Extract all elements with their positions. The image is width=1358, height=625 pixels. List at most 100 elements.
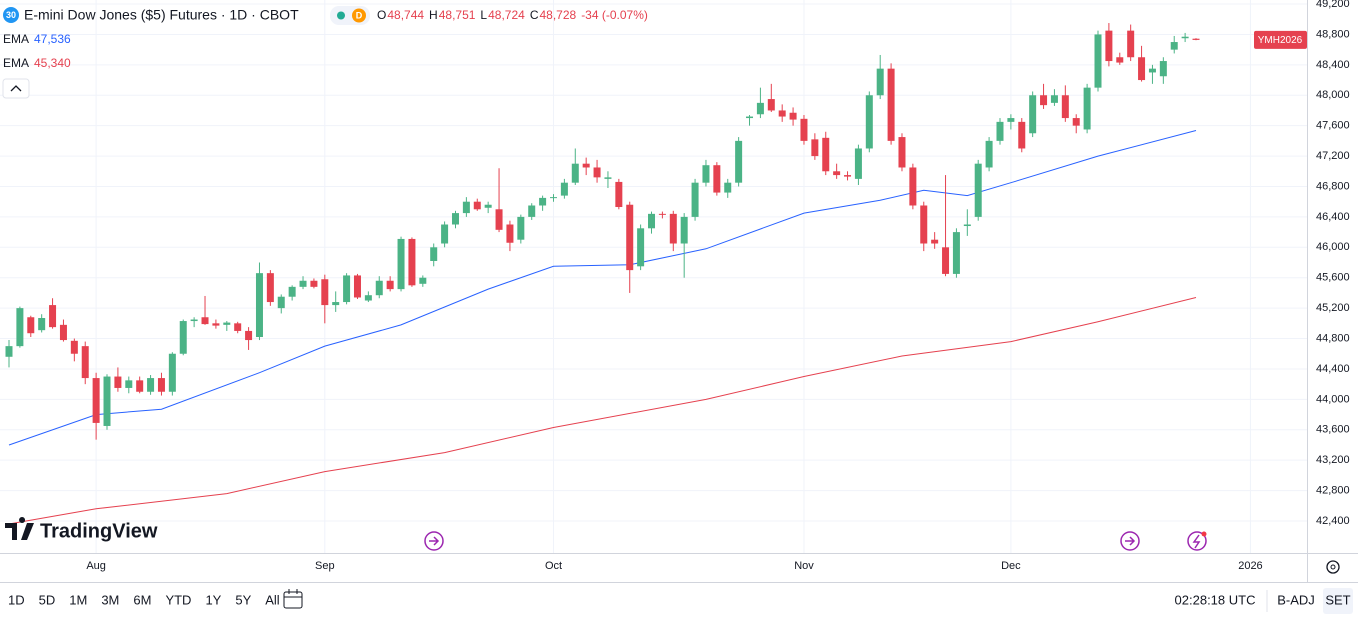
x-tick-label: Nov — [794, 560, 814, 572]
candle-body — [854, 148, 862, 179]
candle-body — [506, 224, 514, 243]
candle-body — [168, 353, 176, 392]
candle-body — [310, 280, 318, 287]
y-tick-label: 43,600 — [1316, 424, 1350, 436]
indicator-legend: EMA 47,536 EMA 45,340 — [3, 32, 71, 70]
watermark: TradingView — [40, 520, 158, 542]
candle-body — [451, 213, 459, 225]
price-tag-bg — [1254, 30, 1307, 49]
candle-body — [473, 201, 481, 210]
candle-body — [397, 238, 405, 290]
candle-body — [299, 280, 307, 287]
event-icon[interactable] — [1120, 531, 1140, 551]
range-button[interactable]: 3M — [101, 592, 119, 607]
price-change: -34 (-0.07%) — [581, 8, 648, 22]
session-button[interactable]: SET — [1325, 592, 1350, 607]
candle-body — [353, 275, 361, 298]
adjust-button[interactable]: B-ADJ — [1277, 592, 1315, 607]
candle-body — [571, 163, 579, 183]
candle-body — [255, 273, 263, 338]
range-button[interactable]: 1D — [8, 592, 25, 607]
candle-body — [942, 247, 950, 274]
candle-body — [517, 216, 525, 240]
candle-body — [931, 239, 939, 244]
legend-value: 45,340 — [34, 56, 71, 70]
y-tick-label: 48,400 — [1316, 59, 1350, 71]
candle-body — [539, 197, 547, 206]
x-tick-label: Sep — [315, 560, 335, 572]
y-tick-label: 44,800 — [1316, 332, 1350, 344]
range-button[interactable]: 1Y — [205, 592, 221, 607]
candle-body — [1094, 34, 1102, 88]
candle-body — [767, 99, 775, 111]
toolbar: 1D 5D 1M 3M 6M YTD 1Y 5Y All — [8, 592, 280, 607]
candle-body — [811, 139, 819, 157]
y-tick-label: 46,000 — [1316, 241, 1350, 253]
market-open-dot — [337, 11, 345, 20]
y-tick-label: 45,600 — [1316, 272, 1350, 284]
candle-body — [876, 68, 884, 96]
candle-body — [724, 182, 732, 193]
candle-body — [996, 121, 1004, 141]
candle-body — [1159, 61, 1167, 77]
settings-icon[interactable] — [1326, 560, 1340, 574]
ohlc-label: H — [429, 8, 438, 22]
range-button[interactable]: 5D — [39, 592, 56, 607]
candle-body — [1018, 121, 1026, 149]
candle-body — [550, 197, 557, 199]
candle-body — [1148, 68, 1156, 73]
event-icon[interactable] — [1187, 531, 1207, 551]
candle-body — [201, 317, 209, 325]
ohlc-value: 48,751 — [439, 8, 476, 22]
status-badge: D — [356, 10, 363, 20]
collapse-icon — [10, 85, 22, 92]
candle-body — [38, 318, 46, 331]
watermark-logo — [5, 517, 34, 540]
y-tick-label: 47,200 — [1316, 150, 1350, 162]
axes: 42,400 42,800 43,200 43,600 44,000 44,400 44,8… — [86, 0, 1349, 572]
candle-body — [1192, 38, 1200, 40]
candle-body — [16, 308, 24, 347]
candle-body — [1116, 57, 1124, 63]
candle-body — [234, 323, 242, 331]
session-button-bg[interactable] — [1323, 588, 1353, 614]
date-range-button[interactable] — [283, 589, 303, 609]
collapse-legend-button[interactable] — [2, 78, 30, 99]
candle-body — [604, 177, 612, 179]
candle-body — [582, 163, 590, 168]
candle-body — [1083, 87, 1091, 130]
candle-body — [5, 346, 13, 357]
candle-body — [408, 238, 416, 286]
candle-body — [114, 376, 122, 388]
candle-body — [648, 213, 656, 229]
candle-body — [626, 204, 634, 271]
ema-line — [8, 297, 1197, 525]
candle-body — [1181, 36, 1189, 39]
candle-body — [81, 346, 89, 379]
x-tick-label: Aug — [86, 560, 106, 572]
range-button[interactable]: YTD — [165, 592, 191, 607]
range-button[interactable]: 5Y — [235, 592, 251, 607]
ohlc-value: 48,724 — [488, 8, 525, 22]
candle-body — [49, 305, 57, 328]
range-button[interactable]: 6M — [133, 592, 151, 607]
candle-body — [419, 277, 427, 284]
candle-body — [593, 167, 601, 178]
candle-body — [658, 213, 666, 215]
candle-body — [430, 247, 438, 261]
candle-body — [223, 322, 231, 325]
range-button[interactable]: All — [265, 592, 280, 607]
chart-title: E-mini Dow Jones ($5) Futures · 1D · CBO… — [24, 7, 299, 23]
status-icon — [352, 8, 366, 23]
candle-body — [484, 204, 492, 208]
candle-body — [343, 275, 351, 303]
y-tick-label: 48,000 — [1316, 89, 1350, 101]
candle-body — [147, 378, 155, 392]
ohlc-label: O — [377, 8, 386, 22]
y-tick-label: 47,600 — [1316, 120, 1350, 132]
event-icon[interactable] — [424, 531, 444, 551]
range-button[interactable]: 1M — [69, 592, 87, 607]
candle-body — [963, 224, 971, 227]
candle-body — [560, 182, 568, 196]
